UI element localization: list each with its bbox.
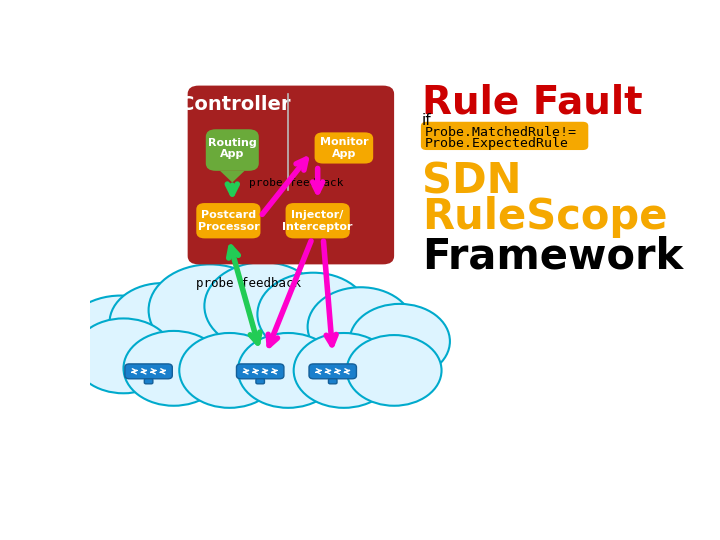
FancyBboxPatch shape — [309, 364, 356, 379]
Text: SDN: SDN — [422, 160, 521, 202]
Text: Postcard
Processor: Postcard Processor — [197, 210, 259, 232]
Text: Probe.MatchedRule!=: Probe.MatchedRule!= — [425, 126, 577, 139]
FancyBboxPatch shape — [328, 379, 337, 384]
Text: Injector/
Interceptor: Injector/ Interceptor — [282, 210, 353, 232]
Circle shape — [109, 283, 215, 362]
Circle shape — [62, 295, 179, 383]
Circle shape — [179, 333, 280, 408]
Circle shape — [307, 287, 413, 366]
Circle shape — [73, 319, 174, 393]
Circle shape — [204, 262, 322, 349]
FancyBboxPatch shape — [197, 203, 261, 238]
FancyBboxPatch shape — [206, 129, 258, 171]
Circle shape — [258, 273, 369, 356]
FancyBboxPatch shape — [286, 203, 350, 238]
Text: probe feedback: probe feedback — [249, 178, 343, 188]
Text: Rule Fault: Rule Fault — [422, 83, 643, 121]
Circle shape — [349, 304, 450, 379]
FancyBboxPatch shape — [256, 379, 264, 384]
Circle shape — [347, 335, 441, 406]
Circle shape — [294, 333, 394, 408]
FancyBboxPatch shape — [236, 364, 284, 379]
FancyBboxPatch shape — [125, 364, 172, 379]
Polygon shape — [220, 171, 245, 183]
Text: RuleScope: RuleScope — [422, 195, 667, 238]
Text: Controller: Controller — [180, 94, 290, 114]
Circle shape — [124, 331, 224, 406]
Circle shape — [148, 265, 271, 356]
FancyBboxPatch shape — [188, 85, 394, 265]
Text: Routing
App: Routing App — [208, 138, 256, 159]
FancyBboxPatch shape — [315, 132, 373, 164]
Text: Probe.ExpectedRule: Probe.ExpectedRule — [425, 137, 569, 150]
Text: Framework: Framework — [422, 235, 683, 277]
Text: Monitor
App: Monitor App — [320, 137, 368, 159]
FancyBboxPatch shape — [421, 122, 588, 150]
Circle shape — [238, 333, 338, 408]
FancyBboxPatch shape — [144, 379, 153, 384]
Text: probe feedback: probe feedback — [196, 276, 301, 289]
Text: if: if — [422, 113, 431, 129]
